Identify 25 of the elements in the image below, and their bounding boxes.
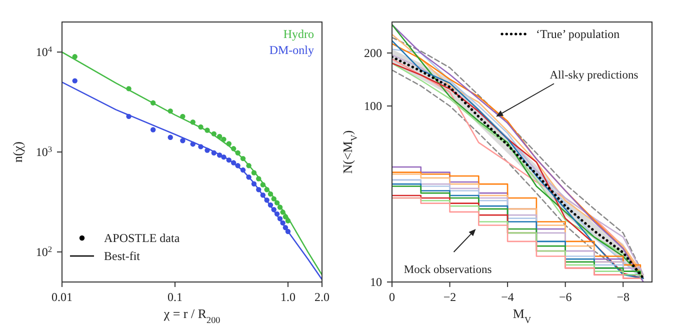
legend-label: ‘True’ population [536, 27, 620, 41]
x-tick-label: −6 [558, 290, 572, 304]
x-tick-label: 2.0 [314, 290, 330, 304]
text: DM-only [269, 43, 314, 57]
annotation: Mock observations [404, 264, 492, 276]
x-tick-label: −2 [443, 290, 456, 304]
annotation: Best-fit [104, 249, 141, 263]
y-tick-label: 10$^{4}$ [36, 44, 53, 60]
x-tick-label: 0 [389, 290, 395, 304]
x-axis-title: M$_{V}$ [512, 306, 532, 325]
y-tick-label: 10 [370, 275, 382, 289]
x-tick-label: −8 [616, 290, 630, 304]
y-tick-label: 100 [364, 98, 382, 113]
x-tick-label: 1.0 [280, 290, 296, 304]
x-axis-title: χ = r / R$_{200}$ [162, 306, 221, 325]
annotation: All-sky predictions [550, 70, 639, 82]
y-tick-label: 10$^{2}$ [36, 244, 52, 259]
y-tick-label: 10$^{3}$ [36, 144, 52, 159]
x-tick-label: 0.01 [52, 290, 72, 304]
y-tick-label: 200 [364, 46, 382, 60]
x-tick-label: −4 [501, 290, 514, 304]
text: Hydro [283, 27, 314, 41]
x-tick-label: 0.1 [167, 290, 182, 304]
y-axis-title: n(χ) [10, 142, 25, 162]
annotation: APOSTLE data [104, 231, 180, 245]
